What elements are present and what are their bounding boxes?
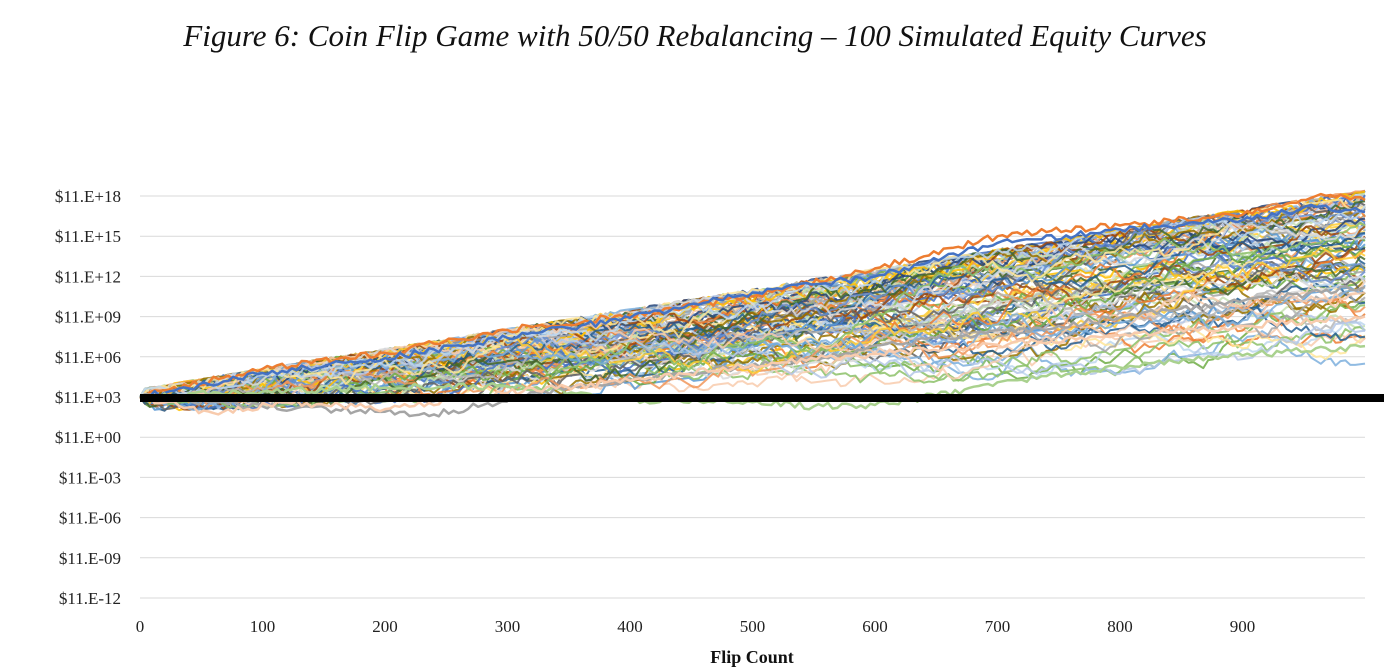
y-tick-label: $11.E-03 xyxy=(59,468,121,487)
x-tick-label: 900 xyxy=(1230,617,1256,636)
x-tick-label: 0 xyxy=(136,617,145,636)
x-tick-label: 200 xyxy=(372,617,398,636)
y-tick-label: $11.E+00 xyxy=(55,428,121,447)
x-tick-label: 400 xyxy=(617,617,643,636)
y-tick-label: $11.E-09 xyxy=(59,549,121,568)
y-tick-label: $11.E-12 xyxy=(59,589,121,608)
x-tick-label: 800 xyxy=(1107,617,1133,636)
y-axis-tick-labels: $11.E+18 $11.E+15 $11.E+12 $11.E+09 $11.E+06… xyxy=(55,187,121,608)
equity-curve-highlighted xyxy=(139,315,1366,416)
y-tick-label: $11.E+03 xyxy=(55,388,121,407)
y-tick-label: $11.E+12 xyxy=(55,267,121,286)
x-tick-label: 100 xyxy=(250,617,276,636)
equity-curve-highlighted xyxy=(139,192,1366,400)
equity-curve-highlighted xyxy=(139,203,1366,399)
equity-curves xyxy=(139,189,1366,418)
x-axis-title: Flip Count xyxy=(710,647,794,667)
gridlines xyxy=(140,195,1365,599)
y-tick-label: $11.E+15 xyxy=(55,227,121,246)
equity-curve xyxy=(139,291,1366,398)
x-axis-tick-labels: 0 100 200 300 400 500 600 700 800 900 xyxy=(136,617,1256,636)
x-tick-label: 300 xyxy=(495,617,521,636)
x-tick-label: 500 xyxy=(740,617,766,636)
y-tick-label: $11.E-06 xyxy=(59,509,121,528)
y-tick-label: $11.E+18 xyxy=(55,187,121,206)
equity-curve xyxy=(139,198,1366,398)
y-tick-label: $11.E+09 xyxy=(55,308,121,327)
equity-curve xyxy=(139,303,1366,401)
y-tick-label: $11.E+06 xyxy=(55,348,121,367)
figure-title: Figure 6: Coin Flip Game with 50/50 Reba… xyxy=(183,18,1207,53)
x-tick-label: 700 xyxy=(985,617,1011,636)
x-tick-label: 600 xyxy=(862,617,888,636)
